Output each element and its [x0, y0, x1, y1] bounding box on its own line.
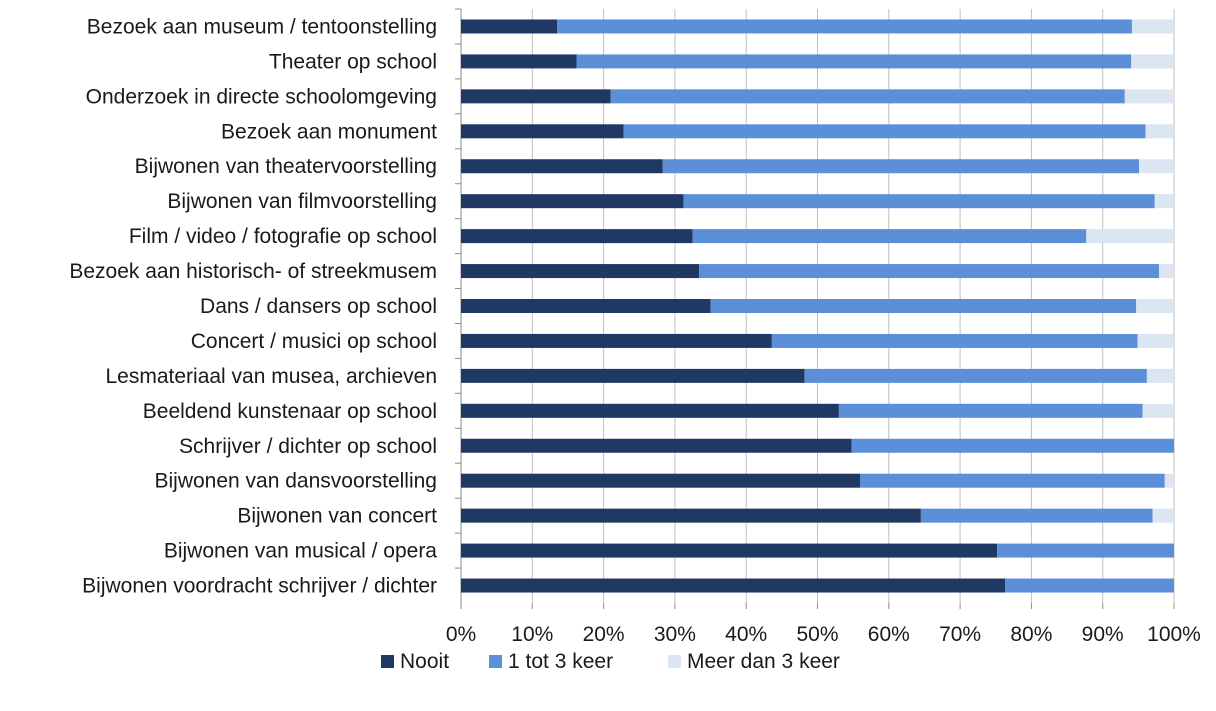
- bar-segment-meer-dan-3-keer: [1164, 473, 1174, 488]
- bar-segment-1-tot-3-keer: [771, 333, 1138, 348]
- bar-segment-1-tot-3-keer: [1005, 578, 1174, 593]
- bar-segment-meer-dan-3-keer: [1159, 264, 1174, 279]
- category-label: Schrijver / dichter op school: [179, 435, 437, 458]
- x-tick-label: 20%: [583, 623, 625, 646]
- bar-segment-nooit: [461, 333, 772, 348]
- bars: [461, 19, 1174, 593]
- legend-swatch: [381, 655, 394, 668]
- bar-segment-1-tot-3-keer: [623, 124, 1146, 139]
- x-tick-label: 60%: [868, 623, 910, 646]
- bar-segment-nooit: [461, 543, 998, 558]
- bar-segment-nooit: [461, 578, 1006, 593]
- bar-segment-meer-dan-3-keer: [1124, 89, 1174, 104]
- category-label: Onderzoek in directe schoolomgeving: [86, 85, 437, 108]
- bar-segment-1-tot-3-keer: [851, 438, 1174, 453]
- bar-segment-meer-dan-3-keer: [1145, 124, 1174, 139]
- category-label: Dans / dansers op school: [200, 295, 437, 318]
- category-label: Theater op school: [269, 50, 437, 73]
- x-tick-label: 80%: [1010, 623, 1052, 646]
- bar-segment-nooit: [461, 194, 684, 209]
- bar-segment-1-tot-3-keer: [662, 159, 1140, 174]
- bar-segment-1-tot-3-keer: [692, 229, 1087, 244]
- bar-segment-1-tot-3-keer: [920, 508, 1153, 523]
- bar-segment-1-tot-3-keer: [997, 543, 1174, 558]
- bar-segment-nooit: [461, 473, 861, 488]
- category-label: Bijwonen van dansvoorstelling: [154, 470, 437, 493]
- bar-segment-nooit: [461, 508, 921, 523]
- category-label: Bijwonen van filmvoorstelling: [167, 190, 437, 213]
- bar-segment-nooit: [461, 54, 577, 69]
- bar-segment-nooit: [461, 368, 805, 383]
- bar-segment-meer-dan-3-keer: [1131, 54, 1174, 69]
- category-label: Bezoek aan historisch- of streekmusem: [69, 260, 437, 283]
- x-tick-label: 40%: [725, 623, 767, 646]
- bar-segment-1-tot-3-keer: [710, 299, 1137, 313]
- x-tick-label: 10%: [511, 623, 553, 646]
- bar-segment-1-tot-3-keer: [683, 194, 1155, 209]
- bar-segment-nooit: [461, 403, 839, 418]
- category-labels: Bezoek aan museum / tentoonstelling Theat…: [69, 15, 437, 597]
- x-tick-label: 70%: [939, 623, 981, 646]
- category-label: Beeldend kunstenaar op school: [143, 400, 437, 423]
- x-tick-label: 0%: [446, 623, 476, 646]
- category-label: Film / video / fotografie op school: [129, 225, 437, 248]
- bar-segment-meer-dan-3-keer: [1131, 19, 1174, 34]
- bar-segment-meer-dan-3-keer: [1146, 368, 1174, 383]
- bar-segment-meer-dan-3-keer: [1086, 229, 1174, 244]
- legend-label: Meer dan 3 keer: [687, 650, 840, 673]
- bar-segment-meer-dan-3-keer: [1152, 508, 1174, 523]
- x-tick-labels: 0% 10% 20% 30% 40% 50% 60% 70% 80% 90% 100%: [446, 623, 1201, 646]
- category-label: Bijwonen van musical / opera: [164, 540, 437, 563]
- category-label: Lesmateriaal van musea, archieven: [105, 365, 437, 388]
- bar-segment-nooit: [461, 124, 624, 139]
- legend: Nooit 1 tot 3 keer Meer dan 3 keer: [381, 650, 840, 673]
- bar-segment-meer-dan-3-keer: [1139, 159, 1174, 174]
- bar-segment-meer-dan-3-keer: [1136, 299, 1174, 313]
- bar-segment-1-tot-3-keer: [557, 19, 1132, 34]
- bar-segment-1-tot-3-keer: [838, 403, 1143, 418]
- bar-segment-nooit: [461, 19, 558, 34]
- bar-segment-1-tot-3-keer: [860, 473, 1165, 488]
- x-tick-label: 90%: [1082, 623, 1124, 646]
- legend-swatch: [489, 655, 502, 668]
- bar-segment-meer-dan-3-keer: [1142, 403, 1174, 418]
- bar-segment-meer-dan-3-keer: [1154, 194, 1174, 209]
- category-label: Bijwonen van concert: [237, 505, 437, 528]
- bar-segment-nooit: [461, 438, 852, 453]
- bar-segment-nooit: [461, 159, 663, 174]
- legend-swatch: [668, 655, 681, 668]
- legend-label: 1 tot 3 keer: [508, 650, 613, 673]
- bar-segment-nooit: [461, 264, 700, 279]
- category-label: Bijwonen voordracht schrijver / dichter: [82, 575, 437, 598]
- legend-label: Nooit: [400, 650, 449, 673]
- category-label: Bezoek aan museum / tentoonstelling: [87, 15, 437, 38]
- bar-segment-nooit: [461, 299, 711, 313]
- bar-segment-1-tot-3-keer: [699, 264, 1160, 279]
- x-tick-label: 50%: [796, 623, 838, 646]
- category-label: Bijwonen van theatervoorstelling: [135, 155, 437, 178]
- bar-segment-nooit: [461, 89, 611, 104]
- category-label: Concert / musici op school: [191, 330, 437, 353]
- bar-segment-nooit: [461, 229, 693, 244]
- x-tick-label: 30%: [654, 623, 696, 646]
- x-tick-label: 100%: [1147, 623, 1201, 646]
- bar-segment-meer-dan-3-keer: [1137, 333, 1174, 348]
- bar-segment-1-tot-3-keer: [610, 89, 1125, 104]
- bar-segment-1-tot-3-keer: [576, 54, 1132, 69]
- category-label: Bezoek aan monument: [221, 120, 437, 143]
- bar-segment-1-tot-3-keer: [804, 368, 1147, 383]
